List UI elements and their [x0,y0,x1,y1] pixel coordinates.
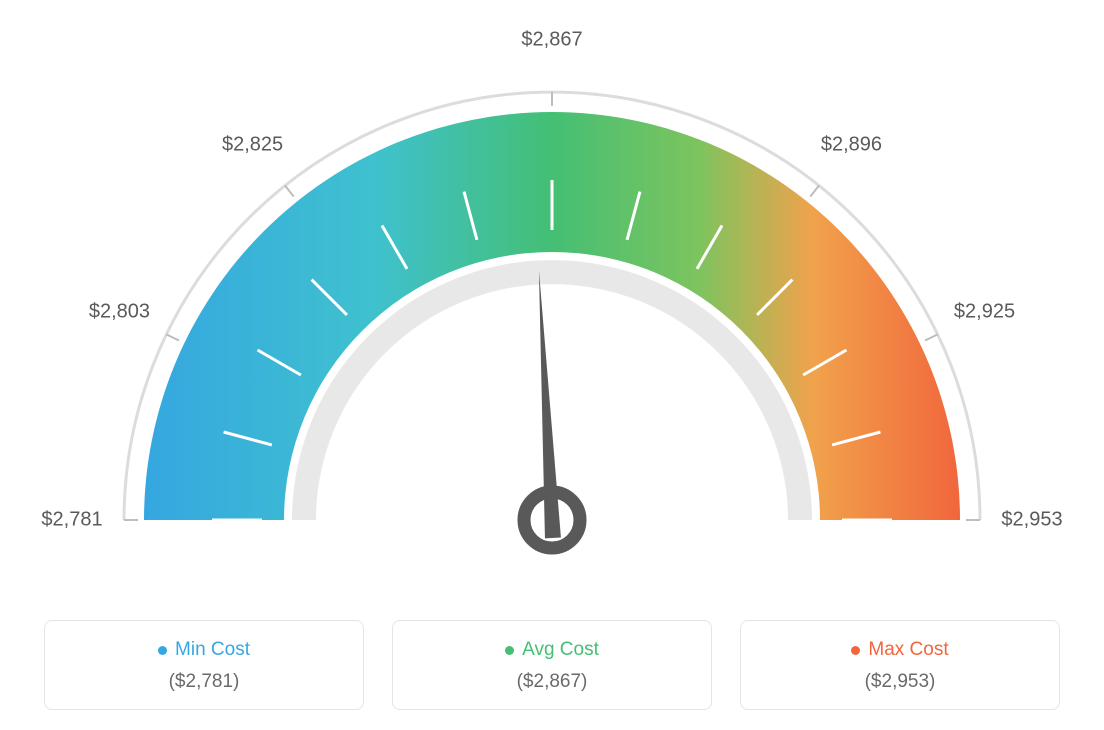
gauge-tick-label: $2,781 [41,509,102,532]
legend-title-text: Avg Cost [522,639,599,661]
legend-card: Max Cost($2,953) [740,620,1060,710]
legend-title: Max Cost [851,639,948,661]
legend-card: Avg Cost($2,867) [392,620,712,710]
legend-dot-icon [158,646,167,655]
legend-row: Min Cost($2,781) Avg Cost($2,867) Max Cost… [20,620,1084,710]
gauge-outer-tick [810,186,819,197]
gauge-tick-label: $2,803 [89,300,150,323]
gauge-outer-tick [166,334,179,340]
gauge-tick-label: $2,825 [222,133,283,156]
legend-dot-icon [851,646,860,655]
legend-title-text: Min Cost [175,639,250,661]
gauge-chart: $2,781 $2,803 $2,825 $2,867 $2,896 $2,925 $2,9… [20,20,1084,580]
gauge-tick-label: $2,896 [821,133,882,156]
gauge-svg [20,20,1084,580]
gauge-outer-tick [925,334,938,340]
gauge-tick-label: $2,953 [1001,509,1062,532]
gauge-tick-label: $2,867 [521,29,582,52]
legend-title: Avg Cost [505,639,599,661]
legend-card: Min Cost($2,781) [44,620,364,710]
legend-title-text: Max Cost [868,639,948,661]
legend-title: Min Cost [158,639,250,661]
gauge-tick-label: $2,925 [954,300,1015,323]
legend-dot-icon [505,646,514,655]
gauge-outer-tick [285,186,294,197]
